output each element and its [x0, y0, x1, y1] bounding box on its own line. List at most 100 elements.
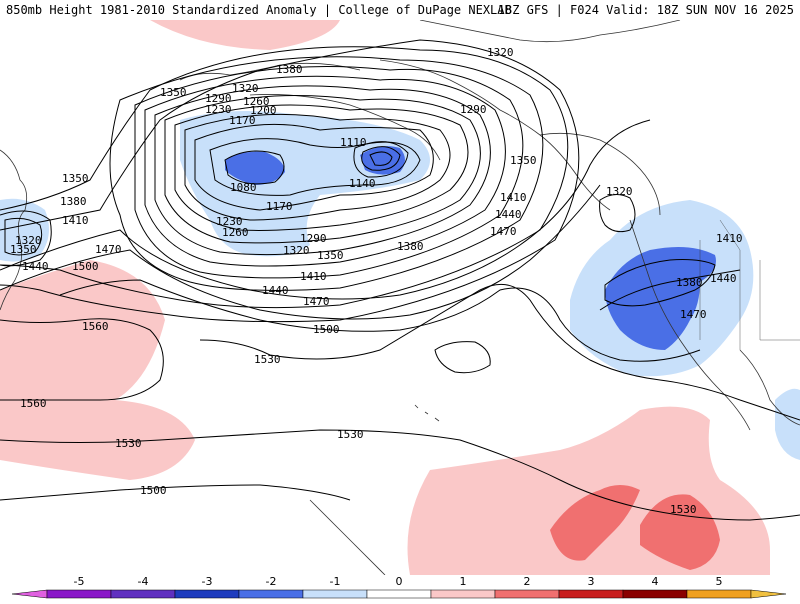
colorbar-swatch	[686, 589, 752, 599]
pos2-anomaly-right	[640, 494, 720, 570]
alaska-north	[419, 19, 681, 43]
colorbar-swatches	[11, 589, 787, 599]
contour-label: 1440	[262, 284, 289, 297]
contour-label: 1560	[82, 320, 109, 333]
colorbar-swatch	[110, 589, 176, 599]
contour-label: 1110	[340, 136, 367, 149]
contour-1230	[164, 95, 481, 244]
pos2-anomaly-left	[550, 485, 640, 561]
contour-label: 1530	[115, 437, 142, 450]
neg-anomaly-pacific	[180, 111, 430, 257]
colorbar-swatch	[430, 589, 496, 599]
pos2-anomaly-fill	[550, 485, 720, 570]
contour-label: 1320	[232, 82, 259, 95]
contour-label: 1350	[160, 86, 187, 99]
contour-1170	[184, 113, 451, 221]
contour-label: 1500	[72, 260, 99, 273]
contour-1560	[0, 318, 164, 401]
contour-label: 1380	[397, 240, 424, 253]
contour-label: 1410	[62, 214, 89, 227]
colorbar-label: -1	[330, 575, 341, 588]
colorbar-label: 4	[652, 575, 659, 588]
contour-1380	[0, 46, 569, 309]
contour-label: 1380	[676, 276, 703, 289]
contour-label: 1410	[716, 232, 743, 245]
contour-1350	[109, 56, 544, 291]
contour-label: 1440	[22, 260, 49, 273]
contour-label: 1170	[266, 200, 293, 213]
colorbar-label: 5	[716, 575, 723, 588]
neg-anomaly-west-edge	[0, 198, 49, 262]
contour-label: 1320	[283, 244, 310, 257]
colorbar-label: 0	[396, 575, 403, 588]
hawaii-islands	[414, 404, 440, 422]
contour-label: 1530	[254, 353, 281, 366]
contour-label: 1170	[229, 114, 256, 127]
contour-label: 1260	[222, 226, 249, 239]
contour-label: 1560	[20, 397, 47, 410]
contour-label: 1500	[313, 323, 340, 336]
contour-label: 1410	[500, 191, 527, 204]
contour-label: 1290	[460, 103, 487, 116]
contour-label: 1320	[606, 185, 633, 198]
contour-label: 1350	[510, 154, 537, 167]
contour-na-1410	[599, 269, 741, 311]
colorbar-swatch	[494, 589, 560, 599]
neg2-anomaly-low2	[360, 146, 405, 175]
mexico-coast	[739, 349, 800, 426]
contour-label: 1320	[487, 46, 514, 59]
contour-1500	[59, 279, 701, 362]
contour-label: 1380	[60, 195, 87, 208]
contour-na-1380	[604, 259, 716, 307]
contour-1320	[134, 66, 524, 279]
contour-label: 1140	[349, 177, 376, 190]
contour-label: 1530	[670, 503, 697, 516]
colorbar-arrow-right	[750, 589, 787, 599]
contour-1080	[224, 150, 285, 185]
colorbar-swatch	[366, 589, 432, 599]
colorbar-label: -5	[74, 575, 85, 588]
colorbar-label: -3	[202, 575, 213, 588]
contour-label: 1410	[300, 270, 327, 283]
contour-label: 1320	[15, 234, 42, 247]
contour-label: 1350	[62, 172, 89, 185]
contour-label: 1440	[710, 272, 737, 285]
neg2-anomaly-low1	[225, 151, 285, 185]
pos-anomaly-top	[150, 20, 340, 50]
contour-labels: 1320 1380 1350 1290 1230 1320 1260 1200 …	[10, 46, 743, 516]
colorbar-swatch	[238, 589, 304, 599]
header-bar: 850mb Height 1981-2010 Standardized Anom…	[0, 0, 800, 20]
south-pacific-coast	[309, 499, 386, 576]
colorbar-swatch	[622, 589, 688, 599]
contour-1530	[199, 283, 800, 421]
neg2-anomaly-fill	[225, 146, 716, 350]
contour-1110	[209, 138, 421, 196]
neg2-anomaly-na	[605, 246, 716, 350]
neg-anomaly-east-edge	[775, 388, 800, 460]
colorbar-label: 3	[588, 575, 595, 588]
colorbar-label: 1	[460, 575, 467, 588]
contour-hawaii	[434, 341, 491, 374]
contour-label: 1230	[205, 103, 232, 116]
contour-label: 1230	[216, 215, 243, 228]
contour-label: 1500	[140, 484, 167, 497]
contour-1440	[0, 119, 651, 300]
anomaly-map[interactable]: 1320 1380 1350 1290 1230 1320 1260 1200 …	[0, 19, 800, 576]
map-title: 850mb Height 1981-2010 Standardized Anom…	[6, 3, 512, 17]
contour-1290	[144, 75, 506, 267]
contour-1410	[0, 39, 580, 323]
contour-label: 1470	[490, 225, 517, 238]
colorbar-swatch	[174, 589, 240, 599]
colorbar-arrow-left	[11, 589, 48, 599]
pos-anomaly-west	[0, 260, 195, 480]
height-contours	[0, 39, 800, 521]
colorbar-swatch	[558, 589, 624, 599]
colorbar-labels: -5 -4 -3 -2 -1 0 1 2 3 4 5	[74, 575, 723, 588]
contour-label: 1530	[337, 428, 364, 441]
contour-label: 1470	[303, 295, 330, 308]
contour-label: 1290	[205, 92, 232, 105]
contour-label: 1200	[250, 104, 277, 117]
colorbar: -5 -4 -3 -2 -1 0 1 2 3 4 5	[0, 575, 800, 600]
canada-coast	[539, 132, 661, 216]
colorbar-label: 2	[524, 575, 531, 588]
